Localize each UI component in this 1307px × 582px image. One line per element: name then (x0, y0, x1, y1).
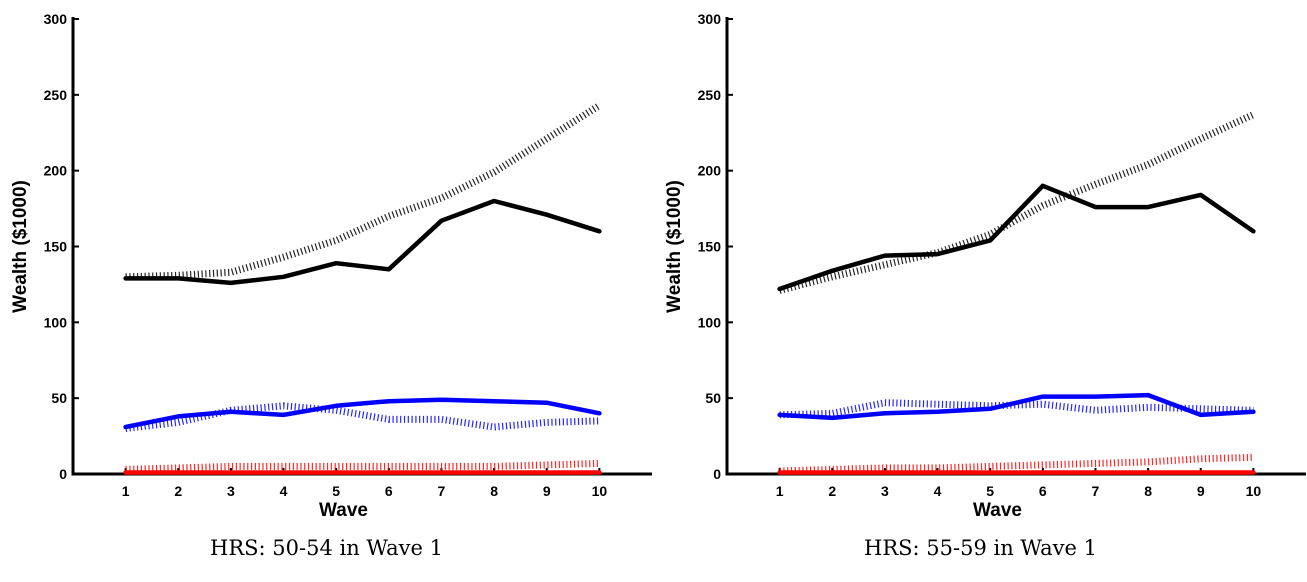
black-dotted-series-line (778, 111, 1255, 294)
red-dotted-series-line (125, 459, 600, 473)
x-axis-label: Wave (973, 500, 1022, 521)
y-tick-label: 250 (44, 87, 68, 103)
blue-dotted-series-line (779, 399, 1254, 419)
x-tick-label: 5 (332, 483, 340, 499)
y-tick-label: 100 (44, 314, 68, 330)
y-tick-label: 300 (44, 11, 68, 27)
blue-solid-series-line (777, 392, 1256, 421)
x-tick-label: 7 (438, 483, 446, 499)
x-tick-label: 1 (122, 483, 130, 499)
y-tick-label: 300 (698, 11, 722, 27)
black-solid-series-line (123, 198, 602, 286)
x-tick-label: 2 (828, 483, 836, 499)
y-tick-label: 50 (51, 390, 67, 406)
x-tick-label: 1 (776, 483, 784, 499)
y-tick-label: 200 (698, 163, 722, 179)
chart-panel-2: 0 50 100 150 200 250 300 1 2 3 4 5 6 7 8 9 10 Wave Wealth … (654, 0, 1307, 582)
y-tick-label: 0 (59, 466, 67, 482)
y-tick-label: 250 (698, 87, 722, 103)
y-axis-label: Wealth ($1000) (664, 180, 685, 313)
red-dotted-series-line (779, 453, 1254, 475)
y-tick-label: 0 (713, 466, 721, 482)
y-tick-label: 50 (705, 390, 721, 406)
x-tick-label: 3 (227, 483, 235, 499)
x-tick-label: 8 (1144, 483, 1152, 499)
black-solid-series-line (777, 183, 1256, 292)
x-axis-label: Wave (319, 500, 368, 521)
x-tick-label: 5 (986, 483, 994, 499)
chart-caption: HRS: 55-59 in Wave 1 (864, 536, 1097, 560)
y-tick-label: 100 (698, 314, 722, 330)
y-tick-label: 200 (44, 163, 68, 179)
x-tick-label: 8 (490, 483, 498, 499)
y-axis-label: Wealth ($1000) (10, 180, 31, 313)
line-chart-1: 0 50 100 150 200 250 300 1 2 3 4 5 6 7 8 9 10 Wave Wealth … (10, 11, 652, 521)
x-tick-label: 9 (1197, 483, 1205, 499)
x-tick-label: 9 (543, 483, 551, 499)
x-tick-label: 3 (881, 483, 889, 499)
x-tick-label: 2 (174, 483, 182, 499)
x-tick-label: 10 (592, 483, 608, 499)
blue-dotted-series-line (125, 402, 600, 432)
chart-caption: HRS: 50-54 in Wave 1 (210, 536, 443, 560)
x-tick-label: 4 (934, 483, 942, 499)
blue-solid-series-line (123, 397, 602, 430)
chart-panel-1: 0 50 100 150 200 250 300 1 2 3 4 5 6 7 8 9 10 Wave Wealth … (0, 0, 653, 582)
black-dotted-series-line (125, 102, 602, 281)
x-tick-label: 4 (280, 483, 288, 499)
x-tick-label: 10 (1246, 483, 1262, 499)
line-chart-2: 0 50 100 150 200 250 300 1 2 3 4 5 6 7 8 9 10 Wave Wealth … (664, 11, 1306, 521)
x-tick-label: 6 (1039, 483, 1047, 499)
x-tick-label: 7 (1092, 483, 1100, 499)
x-tick-label: 6 (385, 483, 393, 499)
y-tick-label: 150 (698, 239, 722, 255)
y-tick-label: 150 (44, 239, 68, 255)
